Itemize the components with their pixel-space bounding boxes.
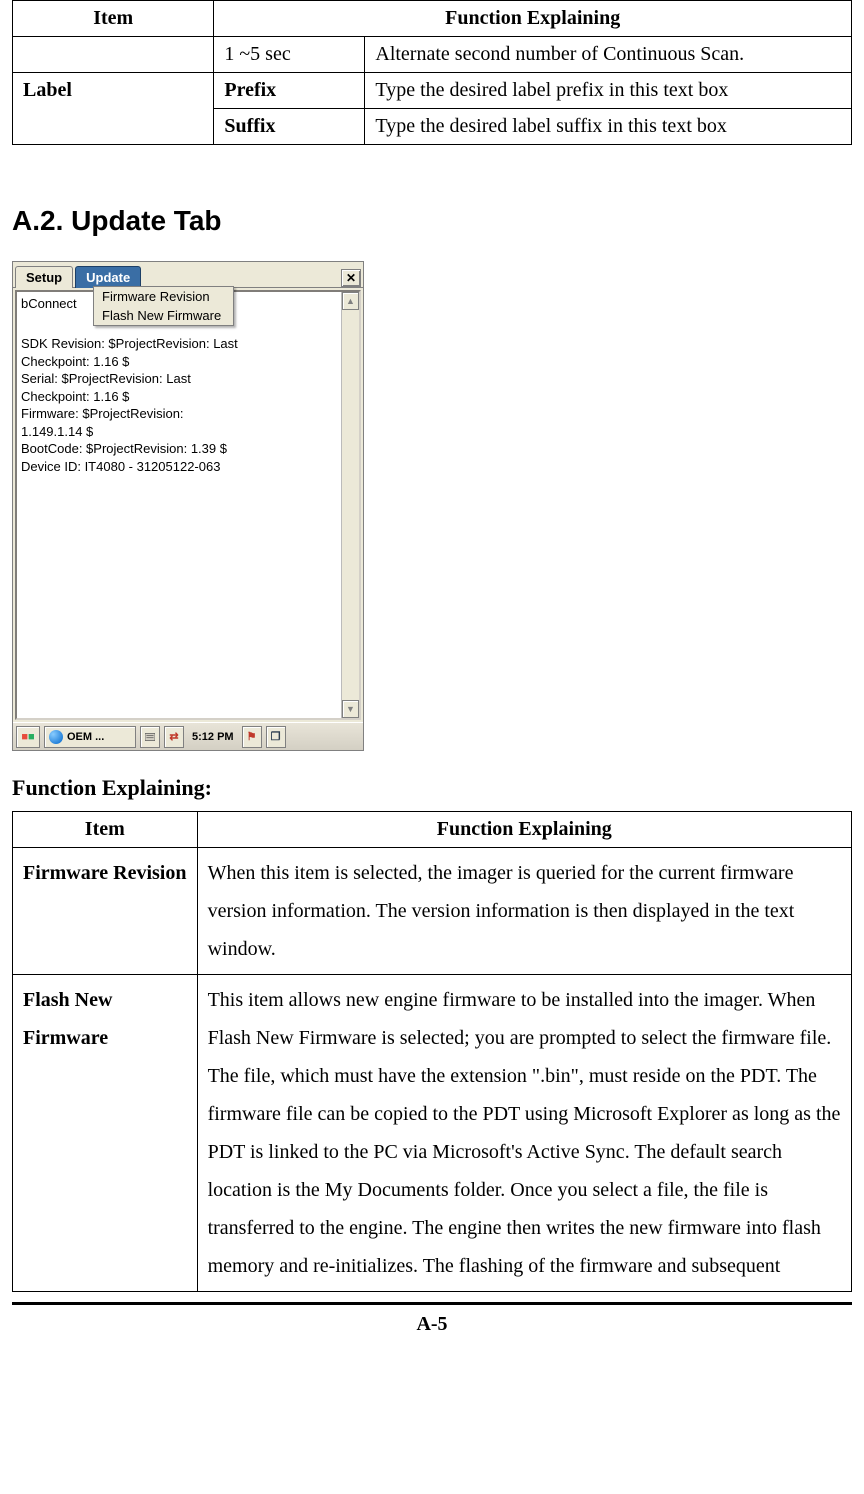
tab-bar: Setup Update ✕ Firmware Revision Flash N… [13, 262, 363, 288]
info-text-pane: bConnect SDK Revision: $ProjectRevision:… [15, 290, 361, 720]
cell-blank [13, 37, 214, 73]
close-icon[interactable]: ✕ [341, 269, 361, 287]
keyboard-icon[interactable] [140, 726, 160, 748]
menu-firmware-revision[interactable]: Firmware Revision [94, 287, 233, 306]
bconnect-label: bConnect [21, 296, 77, 311]
oem-label: OEM ... [67, 731, 104, 743]
vertical-scrollbar[interactable]: ▲ ▼ [341, 292, 359, 718]
scroll-up-icon[interactable]: ▲ [342, 292, 359, 310]
menu-flash-new-firmware[interactable]: Flash New Firmware [94, 306, 233, 325]
th-func: Function Explaining [214, 1, 852, 37]
windows-flag-icon: ■■ [21, 731, 34, 743]
cell-suffix: Suffix [214, 109, 365, 145]
page-number: A-5 [12, 1302, 852, 1336]
update-tab-screenshot: Setup Update ✕ Firmware Revision Flash N… [12, 261, 364, 751]
tab-update[interactable]: Update [75, 266, 141, 288]
row-flash-new-firmware-desc: This item allows new engine firmware to … [197, 975, 851, 1292]
cell-prefix-desc: Type the desired label prefix in this te… [365, 73, 852, 109]
connection-icon[interactable]: ⇄ [164, 726, 184, 748]
cell-sec: 1 ~5 sec [214, 37, 365, 73]
cell-prefix: Prefix [214, 73, 365, 109]
section-heading: A.2. Update Tab [12, 205, 852, 237]
calendar-icon[interactable]: ⚑ [242, 726, 262, 748]
tab-setup[interactable]: Setup [15, 266, 73, 288]
top-table: Item Function Explaining 1 ~5 sec Altern… [12, 0, 852, 145]
cell-suffix-desc: Type the desired label suffix in this te… [365, 109, 852, 145]
row-flash-new-firmware: Flash New Firmware [13, 975, 198, 1292]
start-button[interactable]: ■■ [16, 726, 40, 748]
function-table: Item Function Explaining Firmware Revisi… [12, 811, 852, 1292]
cell-label: Label [13, 73, 214, 145]
update-dropdown-menu: Firmware Revision Flash New Firmware [93, 286, 234, 326]
scroll-down-icon[interactable]: ▼ [342, 700, 359, 718]
oem-app-icon [49, 730, 63, 744]
row-firmware-revision-desc: When this item is selected, the imager i… [197, 848, 851, 975]
th2-func: Function Explaining [197, 812, 851, 848]
th-item: Item [13, 1, 214, 37]
clock-label: 5:12 PM [188, 726, 238, 748]
taskbar-oem-button[interactable]: OEM ... [44, 726, 136, 748]
taskbar: ■■ OEM ... ⇄ 5:12 PM ⚑ ❐ [13, 722, 363, 750]
function-explaining-heading: Function Explaining: [12, 775, 852, 801]
desktop-icon[interactable]: ❐ [266, 726, 286, 748]
row-firmware-revision: Firmware Revision [13, 848, 198, 975]
th2-item: Item [13, 812, 198, 848]
cell-sec-desc: Alternate second number of Continuous Sc… [365, 37, 852, 73]
